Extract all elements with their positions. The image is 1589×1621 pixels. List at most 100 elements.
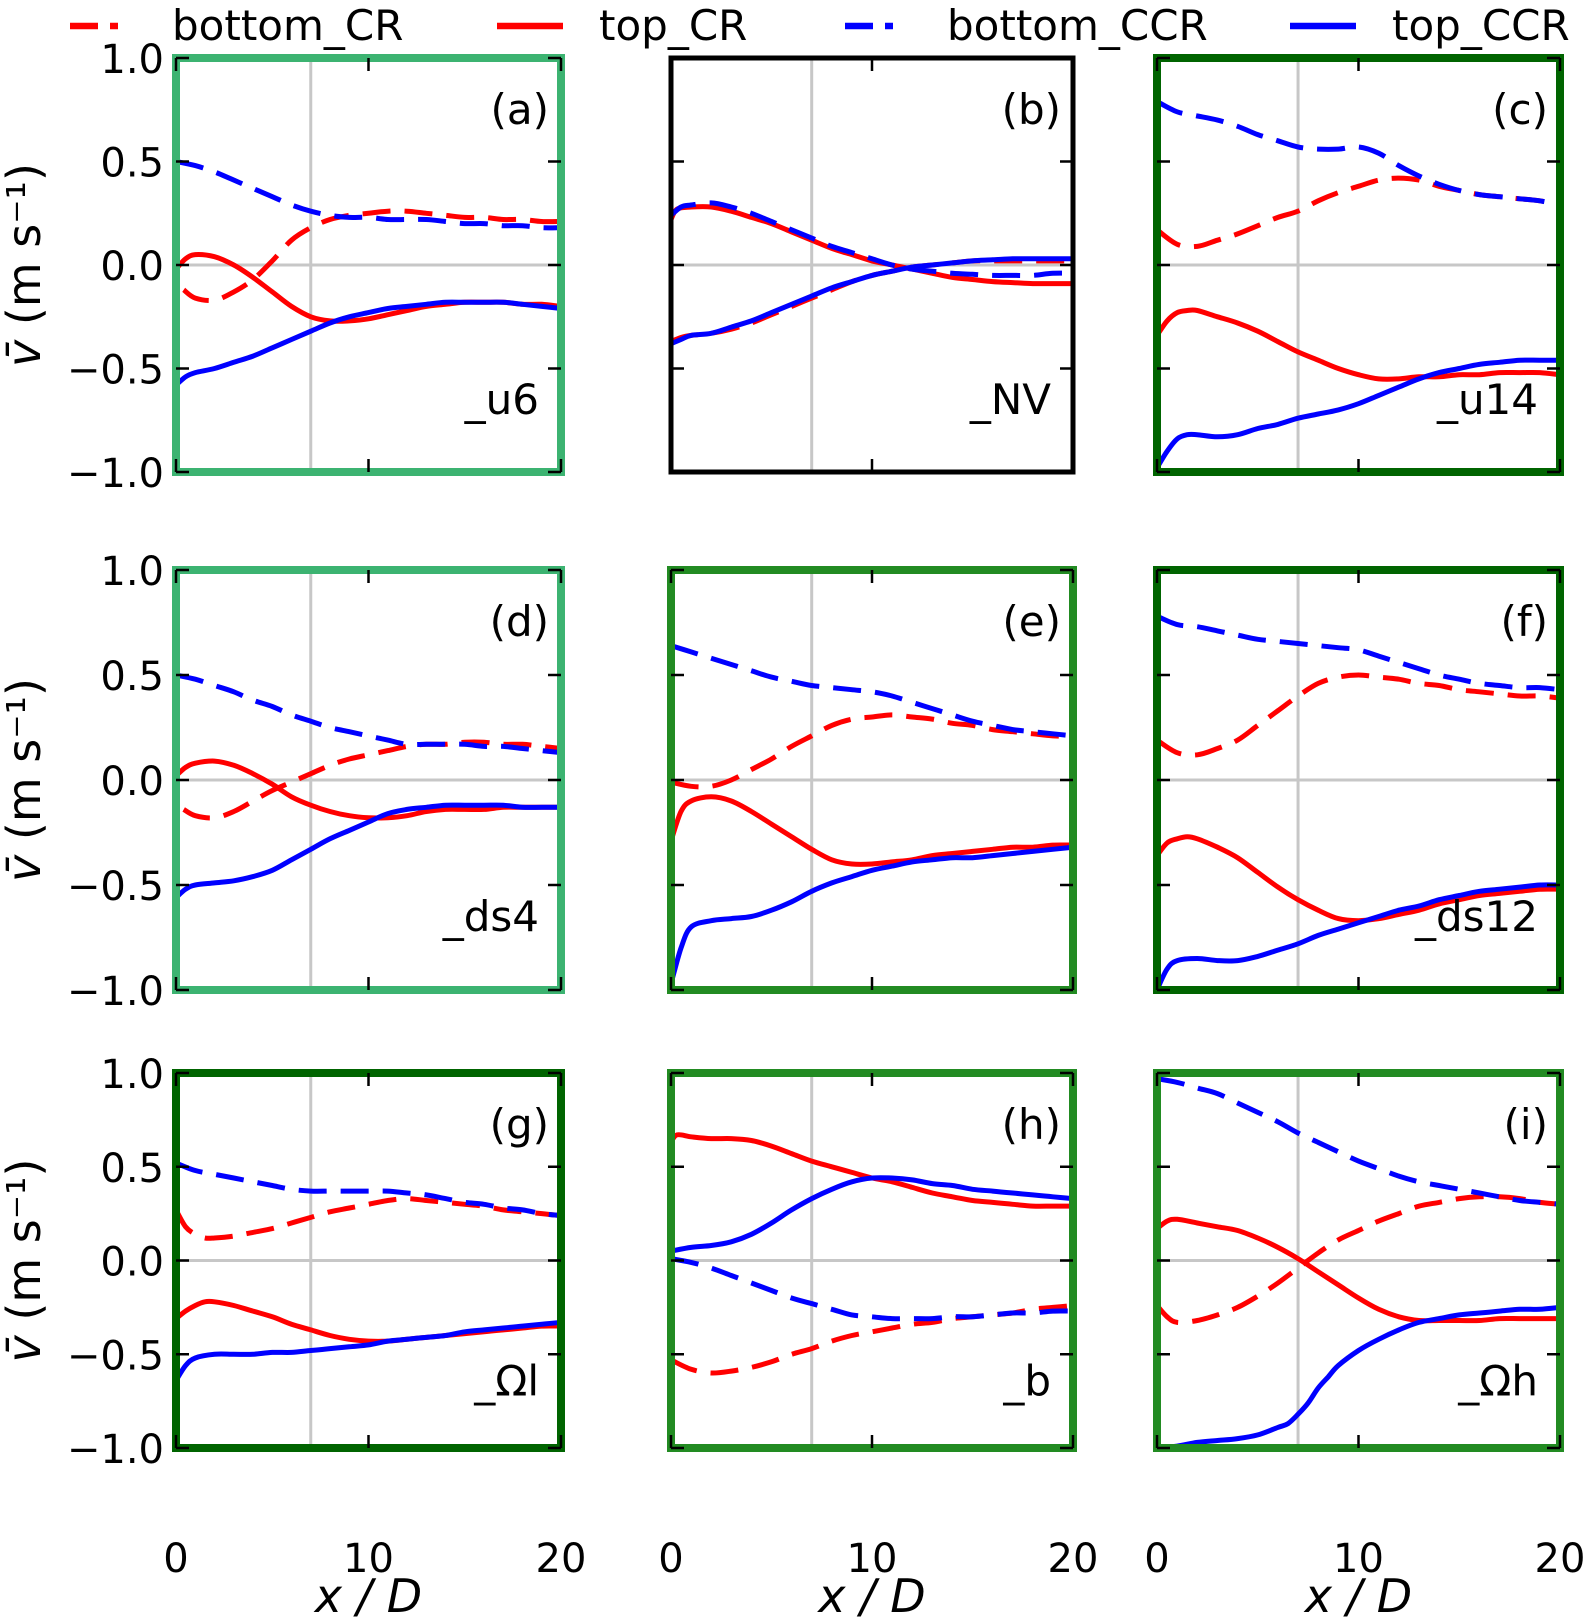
curve-top_CCR — [1157, 357, 1560, 470]
panel-letter: (h) — [1002, 1100, 1061, 1149]
curve-bottom_CCR — [176, 159, 561, 231]
x-tick-label: 20 — [1535, 1536, 1586, 1582]
curve-top_CCR — [176, 802, 561, 900]
panel-f: (f) _ds12 — [1153, 566, 1564, 994]
x-tick-label: 20 — [1048, 1536, 1099, 1582]
curve-bottom_CR — [1157, 1194, 1560, 1326]
panel-tag: _u6 — [464, 375, 539, 424]
panel-a: (a) _u6 — [172, 54, 565, 476]
curve-top_CR — [176, 1298, 561, 1344]
panel-i: (i) _Ωh — [1153, 1069, 1564, 1452]
curve-bottom_CR — [1157, 672, 1560, 758]
curve-bottom_CCR — [671, 643, 1073, 739]
x-axis-label: x / D — [313, 1569, 422, 1621]
panel-tag: _Ωl — [473, 1357, 539, 1406]
curve-bottom_CCR — [1157, 613, 1560, 693]
panel-tag: _b — [1002, 1357, 1051, 1406]
curve-top_CCR — [1157, 1304, 1560, 1448]
y-tick-label: 0.5 — [100, 141, 164, 187]
panel-letter: (a) — [490, 85, 549, 134]
y-tick-label: −1.0 — [67, 969, 164, 1015]
x-tick-label: 10 — [343, 1536, 394, 1582]
legend-line-sample-icon — [845, 22, 911, 30]
y-axis-label: v̄ (m s⁻¹) — [0, 1159, 51, 1363]
panel-b: (b) _NV — [668, 55, 1076, 475]
panel-letter: (f) — [1500, 597, 1548, 646]
panel-tag: _u14 — [1436, 375, 1538, 424]
y-tick-label: 0.0 — [100, 759, 164, 805]
panel-c: (c) _u14 — [1153, 54, 1564, 476]
curve-top_CCR — [176, 299, 561, 387]
legend-label-bottom-ccr: bottom_CCR — [947, 1, 1208, 50]
curve-top_CCR — [176, 1319, 561, 1382]
y-axis-label: v̄ (m s⁻¹) — [0, 678, 51, 882]
curve-top_CCR — [671, 1175, 1073, 1254]
x-tick-label: 10 — [1333, 1536, 1384, 1582]
y-tick-label: 1.0 — [100, 37, 164, 83]
curve-top_CR — [176, 758, 561, 821]
curve-top_CCR — [671, 256, 1073, 346]
curve-top_CCR — [671, 844, 1073, 985]
legend-label-bottom-cr: bottom_CR — [172, 1, 404, 50]
curve-bottom_CR — [671, 712, 1073, 790]
legend: bottom_CR top_CR bottom_CCR top_CCR — [0, 0, 1589, 52]
legend-label-top-ccr: top_CCR — [1392, 1, 1570, 50]
x-tick-label: 0 — [163, 1536, 188, 1582]
y-tick-label: 1.0 — [100, 1052, 164, 1098]
curve-top_CR — [671, 1132, 1073, 1209]
panel-letter: (i) — [1504, 1100, 1548, 1149]
x-tick-label: 0 — [1144, 1536, 1169, 1582]
panel-letter: (d) — [490, 597, 549, 646]
curve-top_CR — [1157, 307, 1560, 382]
panel-tag: _ds12 — [1414, 892, 1538, 941]
y-tick-label: −1.0 — [67, 1427, 164, 1473]
legend-line-sample-icon — [1290, 22, 1356, 30]
legend-line-sample-icon — [70, 22, 136, 30]
legend-item-bottom-cr: bottom_CR — [70, 0, 403, 52]
panel-g: (g) _Ωl — [172, 1069, 565, 1452]
curve-bottom_CCR — [1157, 1076, 1560, 1207]
curve-top_CR — [671, 794, 1073, 867]
panel-h: (h) _b — [667, 1069, 1077, 1452]
panel-letter: (b) — [1002, 85, 1061, 134]
legend-item-top-ccr: top_CCR — [1290, 0, 1570, 52]
y-tick-label: 0.0 — [100, 244, 164, 290]
panel-tag: _NV — [969, 375, 1051, 424]
y-axis-label: v̄ (m s⁻¹) — [0, 163, 51, 367]
curve-top_CR — [1157, 834, 1560, 924]
curve-top_CCR — [1157, 882, 1560, 990]
curve-bottom_CR — [182, 739, 561, 821]
y-tick-label: 1.0 — [100, 549, 164, 595]
y-tick-label: 0.5 — [100, 654, 164, 700]
y-tick-label: −1.0 — [67, 451, 164, 497]
y-tick-label: −0.5 — [67, 1333, 164, 1379]
y-tick-label: −0.5 — [67, 348, 164, 394]
x-axis-label: x / D — [1303, 1569, 1412, 1621]
x-axis-label: x / D — [816, 1569, 925, 1621]
panel-tag: _Ωh — [1457, 1357, 1538, 1406]
panel-letter: (e) — [1002, 597, 1061, 646]
y-tick-label: −0.5 — [67, 864, 164, 910]
panel-e: (e) — [667, 566, 1077, 994]
curve-bottom_CCR — [176, 1160, 561, 1218]
y-tick-label: 0.0 — [100, 1240, 164, 1286]
legend-item-top-cr: top_CR — [497, 0, 747, 52]
curve-bottom_CR — [1157, 175, 1560, 250]
legend-item-bottom-ccr: bottom_CCR — [845, 0, 1208, 52]
curve-bottom_CR — [182, 208, 561, 304]
curve-top_CR — [1157, 1216, 1560, 1324]
legend-label-top-cr: top_CR — [599, 1, 748, 50]
legend-line-sample-icon — [497, 22, 563, 30]
panel-d: (d) _ds4 — [172, 566, 565, 994]
x-tick-label: 10 — [847, 1536, 898, 1582]
panel-tag: _ds4 — [442, 892, 539, 941]
panel-letter: (g) — [490, 1100, 549, 1149]
curve-bottom_CCR — [1157, 99, 1560, 208]
y-tick-label: 0.5 — [100, 1146, 164, 1192]
curve-bottom_CCR — [671, 1256, 1073, 1322]
panel-letter: (c) — [1492, 85, 1548, 134]
x-tick-label: 20 — [536, 1536, 587, 1582]
curve-top_CR — [671, 204, 1073, 287]
